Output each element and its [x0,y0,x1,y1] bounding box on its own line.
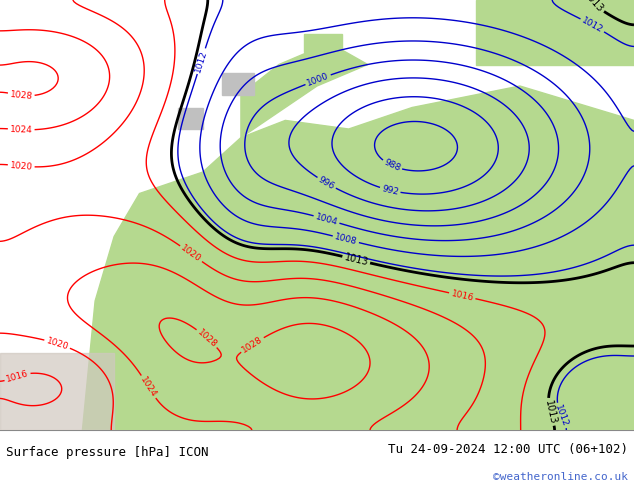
Text: 1024: 1024 [139,375,158,399]
Text: 1024: 1024 [10,124,33,134]
Text: 1012: 1012 [553,403,569,428]
Text: 1013: 1013 [543,399,557,425]
Text: 1028: 1028 [240,335,264,355]
Text: 1028: 1028 [10,90,33,101]
Text: 1020: 1020 [45,336,70,351]
Text: Surface pressure [hPa] ICON: Surface pressure [hPa] ICON [6,446,209,459]
Polygon shape [304,34,342,51]
Polygon shape [476,0,634,65]
Text: 1028: 1028 [195,327,219,349]
Text: 1012: 1012 [193,49,209,74]
Text: 988: 988 [382,158,402,173]
Text: 1000: 1000 [306,71,330,88]
Text: 1008: 1008 [333,232,358,246]
Text: ©weatheronline.co.uk: ©weatheronline.co.uk [493,472,628,482]
Text: 1012: 1012 [580,16,605,35]
Polygon shape [241,43,368,138]
Polygon shape [178,107,203,129]
Text: Tu 24-09-2024 12:00 UTC (06+102): Tu 24-09-2024 12:00 UTC (06+102) [387,443,628,456]
Polygon shape [82,86,634,430]
Polygon shape [222,73,254,95]
Text: 1013: 1013 [582,0,605,14]
Text: 996: 996 [317,175,336,191]
Text: 1020: 1020 [10,161,33,171]
Text: 992: 992 [381,184,399,196]
Text: 1016: 1016 [450,289,474,303]
Text: 1016: 1016 [5,368,30,384]
Polygon shape [0,353,114,430]
Text: 1013: 1013 [343,252,369,268]
Text: 1004: 1004 [314,212,339,227]
Text: 1020: 1020 [179,244,203,264]
